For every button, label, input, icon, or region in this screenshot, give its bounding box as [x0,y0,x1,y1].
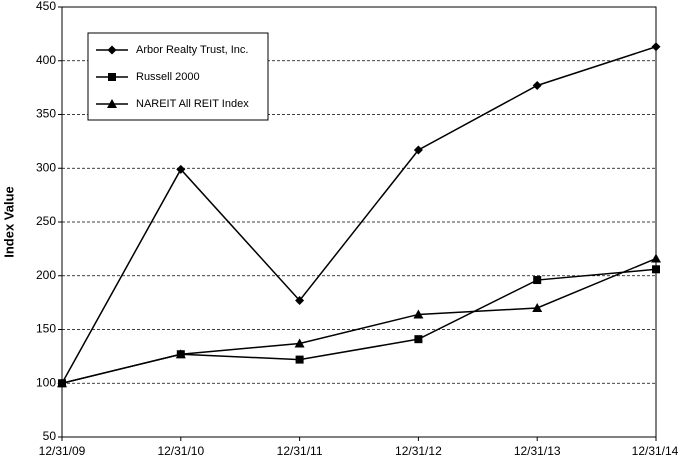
y-axis-label: Index Value [1,186,16,258]
marker [414,335,423,344]
x-tick-label: 12/31/12 [395,444,442,458]
x-tick-label: 12/31/14 [632,444,679,458]
marker [651,42,661,52]
marker [176,164,186,174]
y-tick-label: 350 [36,107,56,121]
legend: Arbor Realty Trust, Inc. Russell 2000 NARE… [87,32,269,121]
legend-label: NAREIT All REIT Index [136,98,249,110]
marker [532,303,543,312]
marker [413,145,423,155]
marker [413,309,424,319]
y-tick-label: 200 [36,268,56,282]
marker [294,338,305,348]
marker [533,276,542,285]
marker [57,378,67,388]
y-tick-label: 250 [36,214,56,228]
y-tick-label: 50 [43,429,57,443]
legend-label: Russell 2000 [136,71,200,83]
x-tick-label: 12/31/09 [39,444,86,458]
y-tick-label: 300 [36,160,56,174]
marker [175,349,186,359]
x-tick-label: 12/31/13 [514,444,561,458]
marker [652,265,660,274]
marker [295,295,305,305]
y-tick-label: 400 [36,53,56,67]
y-tick-label: 450 [36,0,56,13]
series-line [61,46,657,384]
series-line [61,257,657,384]
series-line [61,268,657,384]
marker [108,73,116,81]
marker [107,45,117,55]
legend-box [87,32,269,121]
marker [532,80,542,90]
marker [295,355,304,364]
x-tick-label: 12/31/11 [277,444,323,458]
y-tick-label: 150 [36,322,56,336]
x-tick-label: 12/31/10 [157,444,204,458]
y-tick-label: 100 [36,375,56,389]
plot-frame [61,6,657,438]
marker [651,253,661,263]
marker [107,99,117,108]
legend-label: Arbor Realty Trust, Inc. [136,44,248,56]
